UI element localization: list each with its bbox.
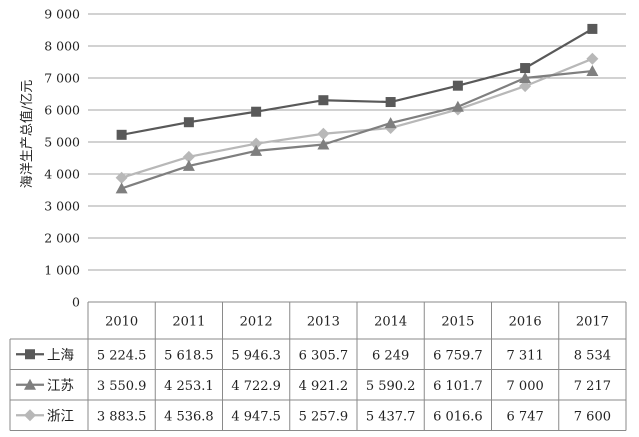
data-point [115,171,128,184]
data-point [318,95,329,106]
y-tick-label: 8 000 [44,39,80,54]
legend-label: 浙江 [47,408,74,424]
data-point [116,129,127,140]
table-cell: 6 101.7 [433,379,483,394]
table-cell: 5 437.7 [366,409,416,424]
data-point [250,144,263,156]
y-tick-label: 1 000 [44,263,80,278]
table-cell: 4 947.5 [231,409,281,424]
table-cell: 6 016.6 [433,409,483,424]
table-cell: 5 257.9 [299,409,349,424]
category-label: 2016 [509,315,542,330]
y-tick-label: 4 000 [44,167,80,182]
data-point [115,182,128,194]
table-cell: 6 305.7 [299,348,349,363]
table-cell: 6 249 [372,348,409,363]
table-cell: 4 921.2 [299,379,349,394]
data-point [519,80,532,93]
table-cell: 7 311 [507,348,544,363]
series-line [121,57,593,179]
legend-marker [24,378,36,390]
gridlines [88,13,626,303]
table-cell: 5 224.5 [97,348,147,363]
series-line [121,27,593,136]
table-cell: 4 253.1 [164,379,214,394]
category-label: 2011 [172,315,205,330]
data-point [183,117,194,128]
data-point [519,72,532,83]
table-cell: 7 217 [574,379,611,394]
data-point [451,100,464,112]
y-tick-label: 9 000 [44,7,80,22]
legend-label: 江苏 [47,378,74,394]
table-cell: 8 534 [574,348,611,363]
y-tick-label: 0 [72,295,80,310]
series-line [121,69,593,190]
category-label: 2012 [240,315,273,330]
table-cell: 3 550.9 [97,379,147,394]
y-tick-label: 6 000 [44,103,80,118]
category-label: 2014 [374,315,407,330]
data-point [317,138,330,150]
y-tick-label: 2 000 [44,231,80,246]
data-table: 2010 2011 2012 2013 2014 2015 2016 2017 上海 5 224.… [9,301,627,431]
data-point [384,117,397,129]
y-tick-label: 7 000 [44,71,80,86]
table-cell: 3 883.5 [97,409,147,424]
category-label: 2015 [441,315,474,330]
table-cell: 4 722.9 [231,379,281,394]
data-point [182,159,195,171]
table-cell: 5 946.3 [231,348,281,363]
table-cell: 4 536.8 [164,409,214,424]
table-cell: 7 000 [507,379,544,394]
data-point [520,63,531,74]
table-cell: 7 600 [574,409,611,424]
y-axis-ticks: 0 1 000 2 000 3 000 4 000 5 000 6 000 7 000 8 00… [44,7,80,310]
data-point [385,97,396,108]
y-axis-label: 海洋生产总值/亿元 [19,80,35,188]
legend-label: 上海 [47,347,74,363]
legend-marker [24,409,36,422]
data-point [586,52,599,65]
table-cell: 5 590.2 [366,379,416,394]
table-cell: 6 747 [507,409,544,424]
data-point [586,65,599,77]
data-point [250,137,263,150]
category-label: 2010 [105,315,138,330]
table-cell: 6 759.7 [433,348,483,363]
data-point [251,106,262,117]
data-point [587,23,598,34]
category-label: 2013 [307,315,340,330]
series-lines [115,23,599,194]
y-tick-label: 3 000 [44,199,80,214]
category-label: 2017 [576,315,609,330]
table-cell: 5 618.5 [164,348,214,363]
data-point [452,80,463,91]
legend-marker [25,349,35,360]
y-tick-label: 5 000 [44,135,80,150]
data-point [317,127,330,140]
data-point [182,150,195,163]
